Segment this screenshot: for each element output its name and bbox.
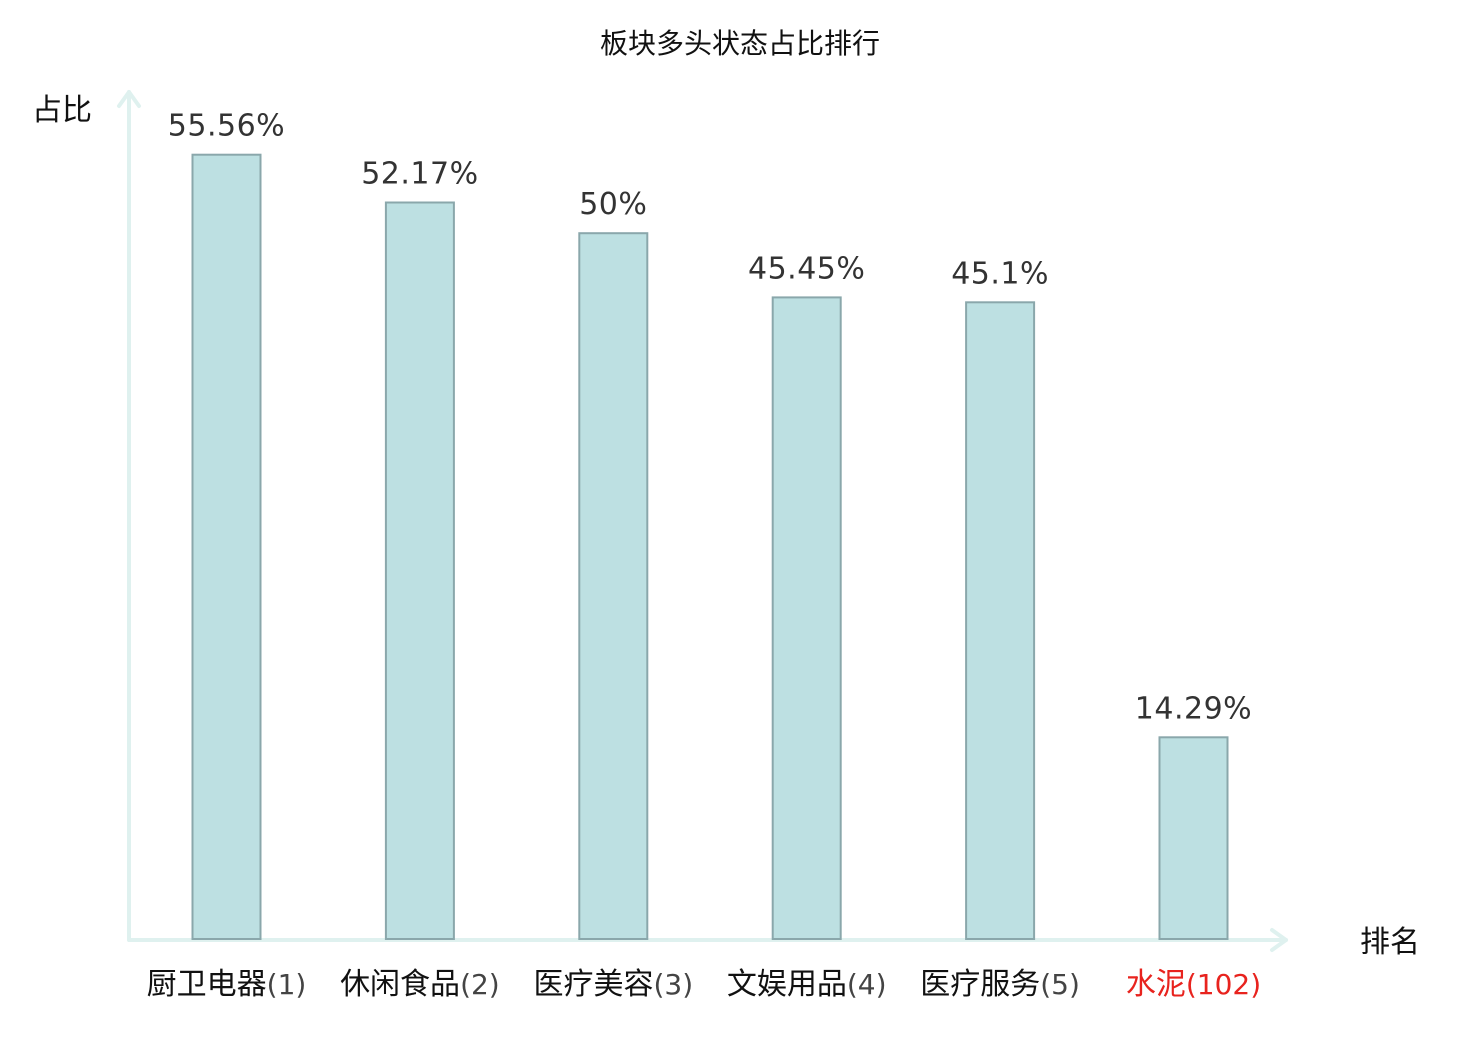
x-tick-rank: (5) [1040, 968, 1080, 1001]
x-axis [127, 928, 1288, 952]
bar [384, 201, 455, 940]
x-tick-label: 休闲食品(2) [340, 967, 500, 1002]
x-tick-rank: (3) [653, 968, 693, 1001]
x-tick-rank: (1) [267, 968, 307, 1001]
x-tick-label: 医疗服务(5) [920, 967, 1080, 1002]
x-axis-arrow [1270, 928, 1288, 952]
bar [771, 296, 842, 940]
x-tick-name: 医疗服务 [920, 967, 1040, 1002]
x-tick-name: 休闲食品 [340, 967, 460, 1002]
bar-value-label: 50% [579, 187, 647, 222]
y-axis [117, 90, 141, 942]
x-tick-name: 文娱用品 [727, 967, 847, 1002]
x-tick-label: 厨卫电器(1) [147, 967, 307, 1002]
x-axis-label: 排名 [1360, 925, 1420, 960]
x-tick-name: 厨卫电器 [147, 967, 267, 1002]
x-tick-label: 文娱用品(4) [727, 967, 887, 1002]
category-labels-group: 厨卫电器(1) 休闲食品(2) 医疗美容(3) 文娱用品(4) 医疗服务(5) 水泥(10… [147, 967, 1261, 1002]
x-tick-label: 水泥(102) [1126, 967, 1261, 1002]
bar [578, 232, 649, 940]
x-tick-name: 水泥 [1126, 967, 1186, 1002]
bar-value-label: 45.45% [748, 251, 865, 286]
y-axis-label: 占比 [32, 93, 92, 128]
bar-value-label: 14.29% [1135, 691, 1252, 726]
bar-value-label: 52.17% [361, 157, 478, 192]
value-labels-group: 55.56% 52.17% 50% 45.45% 45.1% 14.29% [168, 109, 1252, 727]
bar-value-label: 45.1% [951, 256, 1049, 291]
bar [1158, 736, 1229, 940]
bars-group [191, 153, 1229, 940]
x-tick-name: 医疗美容 [533, 967, 653, 1002]
x-tick-rank: (4) [847, 968, 887, 1001]
y-axis-arrow [117, 90, 141, 108]
bar [965, 301, 1036, 940]
bar [191, 153, 262, 940]
x-tick-rank: (102) [1186, 968, 1261, 1001]
chart-title: 板块多头状态占比排行 [600, 27, 880, 60]
x-tick-label: 医疗美容(3) [533, 967, 693, 1002]
x-tick-rank: (2) [460, 968, 500, 1001]
bar-value-label: 55.56% [168, 109, 285, 144]
